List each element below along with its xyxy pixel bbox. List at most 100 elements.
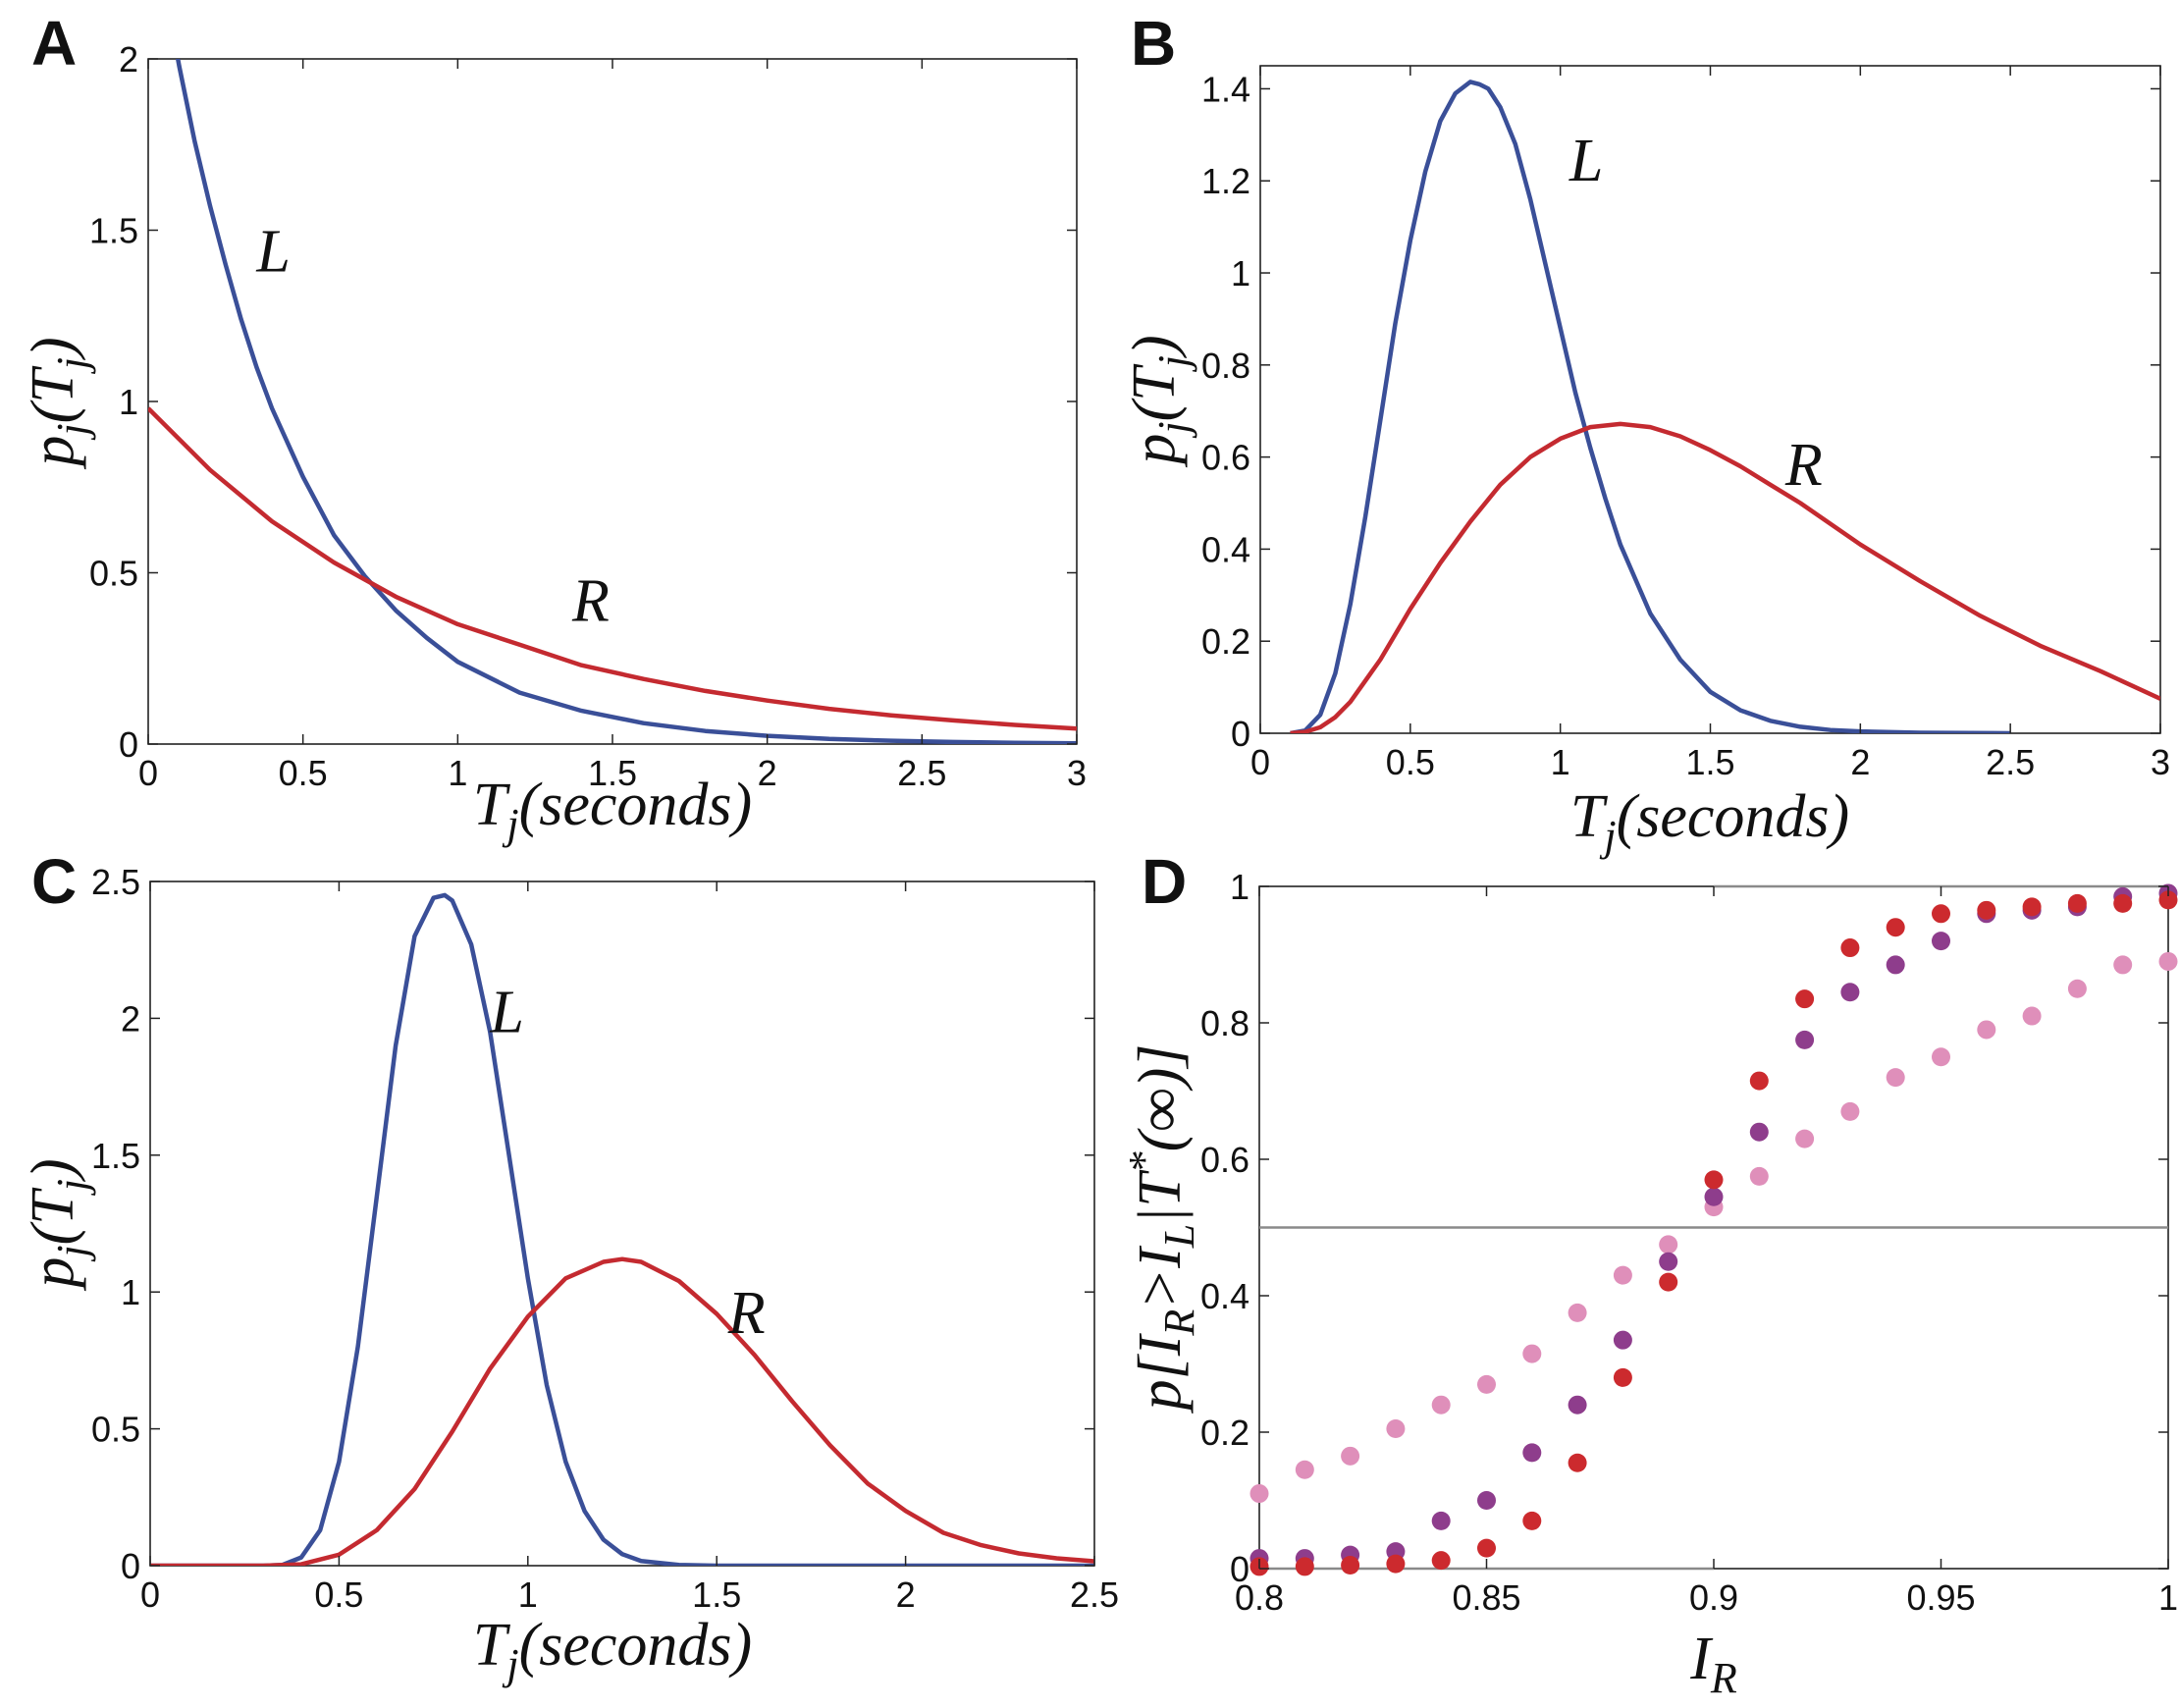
ticks: 0.8 0.85 0.9 0.95 1 0 0.2 0.4 0.6 0.8 1 — [1200, 867, 2178, 1618]
x-tick-label: 0 — [1250, 742, 1270, 782]
y-tick-label: 1.5 — [91, 1136, 140, 1176]
point-pink — [2067, 979, 2087, 998]
x-tick-label: 1 — [1551, 742, 1570, 782]
y-tick-label: 0 — [1231, 714, 1250, 754]
point-pink — [2022, 1006, 2042, 1026]
x-axis-label: Tj(seconds) — [473, 772, 752, 848]
curve-label-L: L — [489, 979, 523, 1045]
point-purple — [1431, 1511, 1451, 1530]
panel-letter: D — [1142, 846, 1187, 917]
x-tick-label: 3 — [1067, 753, 1087, 793]
point-red — [1704, 1170, 1724, 1190]
y-tick-label: 0.5 — [91, 1410, 140, 1450]
point-red — [1522, 1511, 1542, 1530]
point-purple — [1477, 1491, 1496, 1510]
point-pink — [2113, 955, 2133, 975]
x-tick-label: 1 — [518, 1575, 538, 1615]
x-tick-label: 0.8 — [1235, 1577, 1284, 1618]
series-R-curve — [1290, 421, 2160, 733]
point-red — [1568, 1453, 1587, 1472]
point-red — [1613, 1367, 1632, 1387]
x-tick-label: 2 — [758, 753, 777, 793]
panel-a: A 0 0.5 1 1.5 2 2.5 300.511.52 LR Tj(seconds) … — [20, 8, 1087, 848]
curve-label-R: R — [571, 567, 610, 634]
y-tick-label: 0 — [121, 1546, 140, 1586]
curve-labels: LR — [489, 979, 765, 1347]
point-purple — [1749, 1122, 1769, 1142]
ticks: 0 0.5 1 1.5 2 2.5 3 0 0.2 0.4 0.6 0.8 1 1.2 1.4 — [1201, 66, 2170, 782]
y-tick-label: 1 — [1231, 253, 1250, 294]
point-purple — [1886, 955, 1905, 975]
y-tick-label: 0 — [119, 724, 138, 765]
point-red — [2113, 893, 2133, 913]
point-red — [1386, 1554, 1406, 1574]
x-tick-label: 1.5 — [692, 1575, 741, 1615]
x-tick-label: 1 — [448, 753, 467, 793]
points — [1250, 883, 2178, 1576]
point-purple — [1795, 1030, 1815, 1049]
point-red — [1977, 900, 1996, 920]
x-tick-label: 2 — [896, 1575, 916, 1615]
x-tick-label: 0.5 — [1386, 742, 1435, 782]
point-red — [1795, 989, 1815, 1009]
y-tick-label: 0 — [1230, 1549, 1250, 1589]
panel-letter: B — [1131, 8, 1176, 79]
point-pink — [1795, 1129, 1815, 1148]
point-purple — [1840, 983, 1860, 1002]
x-tick-label: 0.5 — [314, 1575, 363, 1615]
y-tick-label: 0.6 — [1200, 1140, 1250, 1180]
y-tick-label: 0.2 — [1200, 1413, 1250, 1453]
point-pink — [1568, 1303, 1587, 1322]
series-R-curve — [150, 1256, 1094, 1566]
x-axis-label: Tj(seconds) — [1570, 783, 1849, 860]
point-pink — [1431, 1395, 1451, 1414]
curve-label-R: R — [727, 1280, 766, 1347]
ticks: 0 0.5 1 1.5 2 2.5 0 0.5 1 1.5 2 2.5 — [91, 862, 1119, 1615]
y-tick-label: 0.4 — [1200, 1276, 1250, 1316]
panel-letter: A — [31, 8, 77, 79]
y-tick-label: 1 — [119, 382, 138, 422]
point-red — [1749, 1071, 1769, 1091]
panel-b: B 0 0.5 1 1.5 2 2.5 300.20.40.60.811.21.4 LR T… — [1121, 8, 2170, 860]
point-red — [2067, 893, 2087, 913]
series-L-curve — [175, 59, 1077, 744]
point-purple — [1659, 1252, 1678, 1271]
curve-label-R: R — [1784, 432, 1823, 499]
y-tick-label: 0.8 — [1201, 346, 1250, 386]
x-axis-label: Tj(seconds) — [473, 1612, 752, 1688]
point-pink — [1522, 1344, 1542, 1363]
point-pink — [1977, 1020, 1996, 1040]
curve-label-L: L — [255, 218, 290, 285]
x-tick-label: 3 — [2151, 742, 2170, 782]
y-axis-label: pj(Tj) — [20, 1158, 96, 1291]
y-tick-label: 0.5 — [89, 554, 138, 594]
x-tick-label: 2.5 — [1986, 742, 2035, 782]
panel-d: D 0.8 0.85 0.9 0.95 1 0 0.2 0.4 0.6 0.8 1 IR p[IR>… — [1120, 846, 2178, 1702]
point-red — [1886, 918, 1905, 937]
x-tick-label: 1.5 — [588, 753, 637, 793]
y-axis-label: p[IR>IL|T*(∞)] — [1120, 1044, 1203, 1414]
curve-labels: LR — [255, 218, 610, 634]
point-purple — [1932, 932, 1950, 951]
y-axis-label: pj(Tj) — [1121, 335, 1197, 467]
x-tick-label: 2.5 — [897, 753, 946, 793]
point-red — [1477, 1538, 1496, 1558]
x-tick-label: 0.9 — [1689, 1577, 1738, 1618]
curve-labels: LR — [1569, 128, 1823, 499]
ticks: 0 0.5 1 1.5 2 2.5 3 0 0.5 1 1.5 2 — [89, 39, 1087, 793]
y-tick-label: 2.5 — [91, 862, 140, 902]
y-tick-label: 1 — [1230, 867, 1250, 907]
y-axis-label: pj(Tj) — [20, 337, 96, 469]
point-pink — [1749, 1166, 1769, 1186]
x-tick-label: 0 — [140, 1575, 160, 1615]
x-tick-label: 1.5 — [1685, 742, 1734, 782]
point-red — [1431, 1551, 1451, 1571]
point-red — [1932, 904, 1950, 924]
point-pink — [1613, 1265, 1632, 1285]
point-red — [1295, 1557, 1314, 1576]
y-tick-label: 0.6 — [1201, 438, 1250, 478]
x-tick-label: 0.95 — [1906, 1577, 1975, 1618]
curves — [148, 59, 1077, 744]
point-purple — [1704, 1187, 1724, 1206]
y-tick-label: 0.2 — [1201, 621, 1250, 662]
